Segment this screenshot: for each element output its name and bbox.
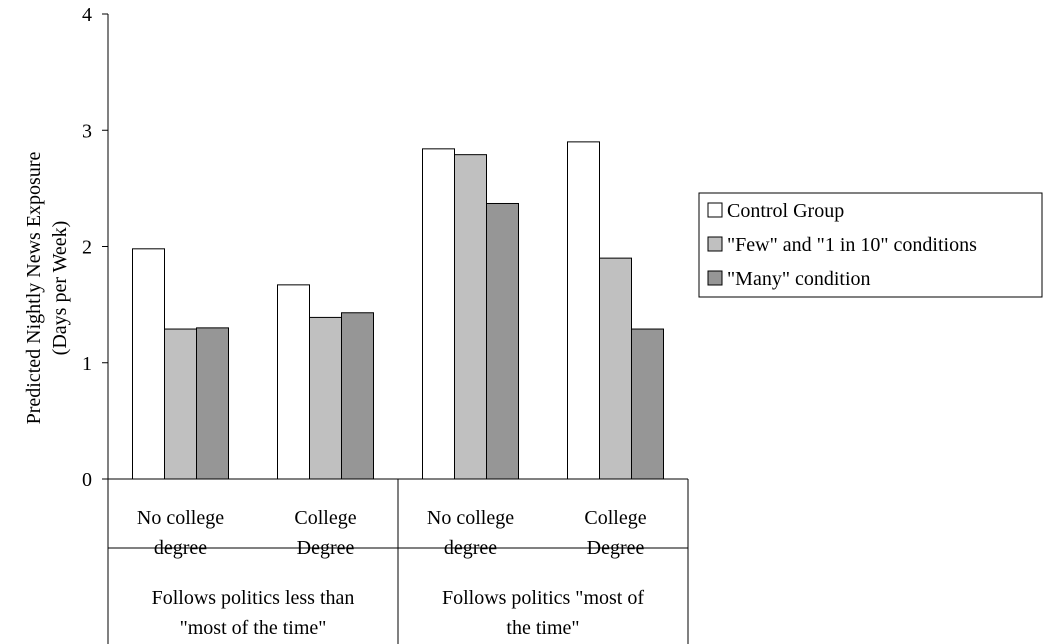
legend-label: "Few" and "1 in 10" conditions xyxy=(727,234,977,256)
y-axis-label: Predicted Nightly News Exposure (Days pe… xyxy=(23,152,71,425)
legend-label: "Many" condition xyxy=(727,268,871,290)
bar xyxy=(132,248,165,480)
bar xyxy=(599,257,632,480)
category-label: No college xyxy=(137,507,224,529)
y-tick-label: 2 xyxy=(82,237,92,259)
bar xyxy=(277,284,310,480)
y-tick-label: 1 xyxy=(82,353,92,375)
y-axis-label-line2: (Days per Week) xyxy=(49,221,71,356)
y-tick-label: 4 xyxy=(82,4,92,26)
category-label: No college xyxy=(427,507,514,529)
bars xyxy=(132,141,664,480)
category-label: degree xyxy=(154,537,207,559)
bar xyxy=(196,327,229,480)
legend-box xyxy=(698,192,1043,298)
legend-swatch xyxy=(707,202,723,218)
category-label: Degree xyxy=(587,537,645,559)
category-label: College xyxy=(584,507,646,529)
bar xyxy=(422,148,455,480)
category-label: degree xyxy=(444,537,497,559)
group-label: Follows politics "most of xyxy=(442,587,644,609)
legend-swatch xyxy=(707,270,723,286)
bar xyxy=(309,316,342,480)
category-label: Degree xyxy=(297,537,355,559)
legend-swatch xyxy=(707,236,723,252)
bar xyxy=(567,141,600,480)
legend-label: Control Group xyxy=(727,200,844,222)
bar xyxy=(164,328,197,480)
x-axis-labels: No college degree College Degree No college d… xyxy=(137,507,647,639)
legend: Control Group "Few" and "1 in 10" conditi… xyxy=(698,192,1043,298)
bar xyxy=(341,312,374,480)
bar xyxy=(631,328,664,480)
y-tick-label: 0 xyxy=(82,469,92,491)
category-label: College xyxy=(294,507,356,529)
group-label: the time" xyxy=(506,617,579,639)
group-label: "most of the time" xyxy=(180,617,327,639)
bar xyxy=(486,202,519,480)
y-tick-label: 3 xyxy=(82,120,92,142)
bar xyxy=(454,154,487,480)
y-axis-label-line1: Predicted Nightly News Exposure xyxy=(23,152,45,425)
group-label: Follows politics less than xyxy=(152,587,355,609)
